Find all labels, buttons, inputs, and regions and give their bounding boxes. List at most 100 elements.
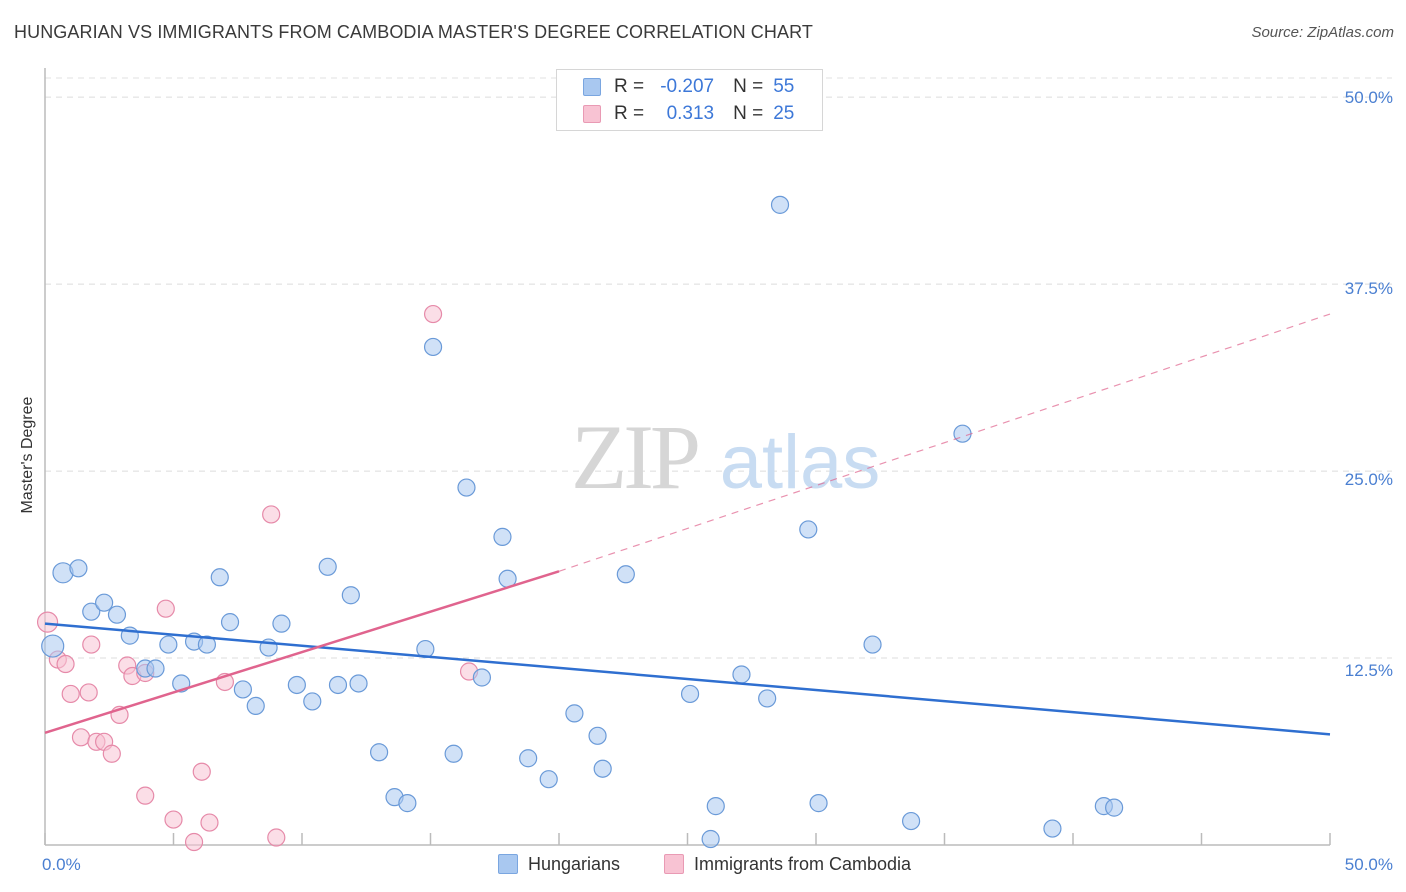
- cambodia-point: [36, 611, 59, 633]
- hungarians-point: [328, 675, 348, 695]
- legend-r-label: R =: [614, 103, 645, 124]
- watermark-atlas: atlas: [720, 420, 881, 505]
- trend-line-0: [44, 622, 1331, 736]
- y-tick-label: 37.5%: [1345, 279, 1393, 298]
- y-tick-label: 25.0%: [1345, 470, 1393, 489]
- cambodia-point: [56, 654, 75, 674]
- hungarians-point: [809, 794, 828, 813]
- hungarians-point: [398, 794, 417, 813]
- cambodia-point: [82, 635, 101, 654]
- hungarians-point: [69, 559, 88, 578]
- hungarians-point: [272, 614, 291, 633]
- trend-line-1: [44, 570, 560, 735]
- legend-n-label: N =: [733, 76, 764, 97]
- hungarians-point: [146, 659, 165, 678]
- legend-row-cambodia: R = 0.313 N = 25: [583, 102, 794, 126]
- hungarians-point: [1043, 819, 1062, 838]
- legend-r-value: -0.207: [660, 76, 715, 97]
- x-tick-label: 0.0%: [42, 855, 81, 874]
- hungarians-point: [457, 478, 476, 497]
- bottom-legend-swatch-cambodia: [664, 854, 684, 874]
- hungarians-point: [732, 665, 751, 684]
- hungarians-point: [588, 726, 607, 745]
- cambodia-point: [184, 832, 204, 852]
- hungarians-point: [41, 634, 65, 658]
- hungarians-point: [472, 668, 491, 687]
- legend-swatch-cambodia: [583, 105, 601, 123]
- cambodia-point: [102, 744, 121, 763]
- hungarians-point: [593, 759, 612, 778]
- hungarians-point: [616, 565, 635, 584]
- cambodia-point: [79, 683, 98, 702]
- hungarians-point: [799, 520, 818, 539]
- cambodia-point: [136, 786, 155, 805]
- hungarians-point: [349, 674, 368, 693]
- watermark: ZIP atlas: [571, 406, 880, 508]
- legend-swatch-hungarians: [583, 78, 601, 96]
- x-tick-label: 50.0%: [1345, 855, 1393, 874]
- hungarians-point: [220, 613, 240, 632]
- hungarians-point: [680, 684, 700, 704]
- cambodia-point: [200, 813, 219, 832]
- hungarians-point: [318, 557, 337, 576]
- legend-n-value: 55: [773, 76, 795, 97]
- bottom-legend-cambodia: Immigrants from Cambodia: [664, 852, 911, 876]
- cambodia-point: [423, 304, 443, 324]
- cambodia-point: [192, 762, 211, 781]
- hungarians-point: [1105, 798, 1124, 817]
- hungarians-point: [423, 337, 443, 357]
- legend-r-label: R =: [614, 76, 645, 97]
- y-tick-label: 12.5%: [1345, 661, 1393, 680]
- cambodia-point: [262, 505, 281, 524]
- hungarians-point: [197, 635, 217, 654]
- bottom-legend-label-hungarians: Hungarians: [528, 853, 621, 874]
- hungarians-point: [539, 770, 558, 789]
- legend-r-value: 0.313: [666, 103, 715, 124]
- bottom-legend-swatch-hungarians: [498, 854, 518, 874]
- tick-labels: 12.5% 25.0% 37.5% 50.0% 0.0% 50.0%: [42, 88, 1393, 874]
- bottom-legend-label-cambodia: Immigrants from Cambodia: [694, 853, 912, 874]
- hungarians-point: [95, 593, 114, 612]
- hungarians-point: [519, 749, 538, 768]
- hungarians-point: [444, 744, 463, 763]
- hungarians-point: [953, 424, 972, 443]
- hungarians-point: [303, 692, 322, 711]
- hungarians-point: [901, 811, 921, 831]
- source-credit: Source: ZipAtlas.com: [1251, 24, 1394, 41]
- legend-row-hungarians: R = -0.207 N = 55: [583, 75, 794, 99]
- hungarians-point: [758, 689, 777, 708]
- hungarians-point: [863, 635, 882, 654]
- correlation-legend: R = -0.207 N = 55 R = 0.313 N = 25: [556, 69, 823, 131]
- hungarians-point: [82, 602, 101, 621]
- hungarians-point: [246, 696, 265, 716]
- hungarians-point: [107, 605, 127, 624]
- hungarians-point: [701, 829, 720, 849]
- y-tick-label: 50.0%: [1345, 88, 1393, 107]
- trend-lines: [44, 313, 1331, 736]
- hungarians-point: [159, 635, 178, 654]
- hungarians-point: [233, 680, 252, 699]
- gridlines: [45, 77, 1392, 659]
- hungarians-point: [770, 195, 790, 214]
- bottom-legend-hungarians: Hungarians: [498, 852, 620, 876]
- cambodia-point: [71, 728, 91, 747]
- chart-title: HUNGARIAN VS IMMIGRANTS FROM CAMBODIA MA…: [14, 22, 813, 42]
- hungarians-point: [210, 568, 229, 587]
- data-points: [36, 195, 1124, 852]
- cambodia-point: [164, 810, 183, 829]
- hungarians-point: [706, 797, 725, 816]
- axes: [44, 68, 1331, 846]
- hungarians-point: [565, 704, 584, 723]
- legend-n-label: N =: [733, 103, 764, 124]
- cambodia-point: [156, 599, 175, 618]
- trend-line-dashed-1: [558, 313, 1331, 572]
- hungarians-point: [370, 743, 389, 762]
- watermark-zip: ZIP: [571, 406, 698, 508]
- cambodia-point: [61, 684, 80, 704]
- cambodia-point: [267, 828, 286, 847]
- hungarians-point: [287, 675, 306, 695]
- legend-n-value: 25: [773, 103, 795, 124]
- hungarians-point: [341, 586, 360, 605]
- hungarians-point: [493, 527, 512, 546]
